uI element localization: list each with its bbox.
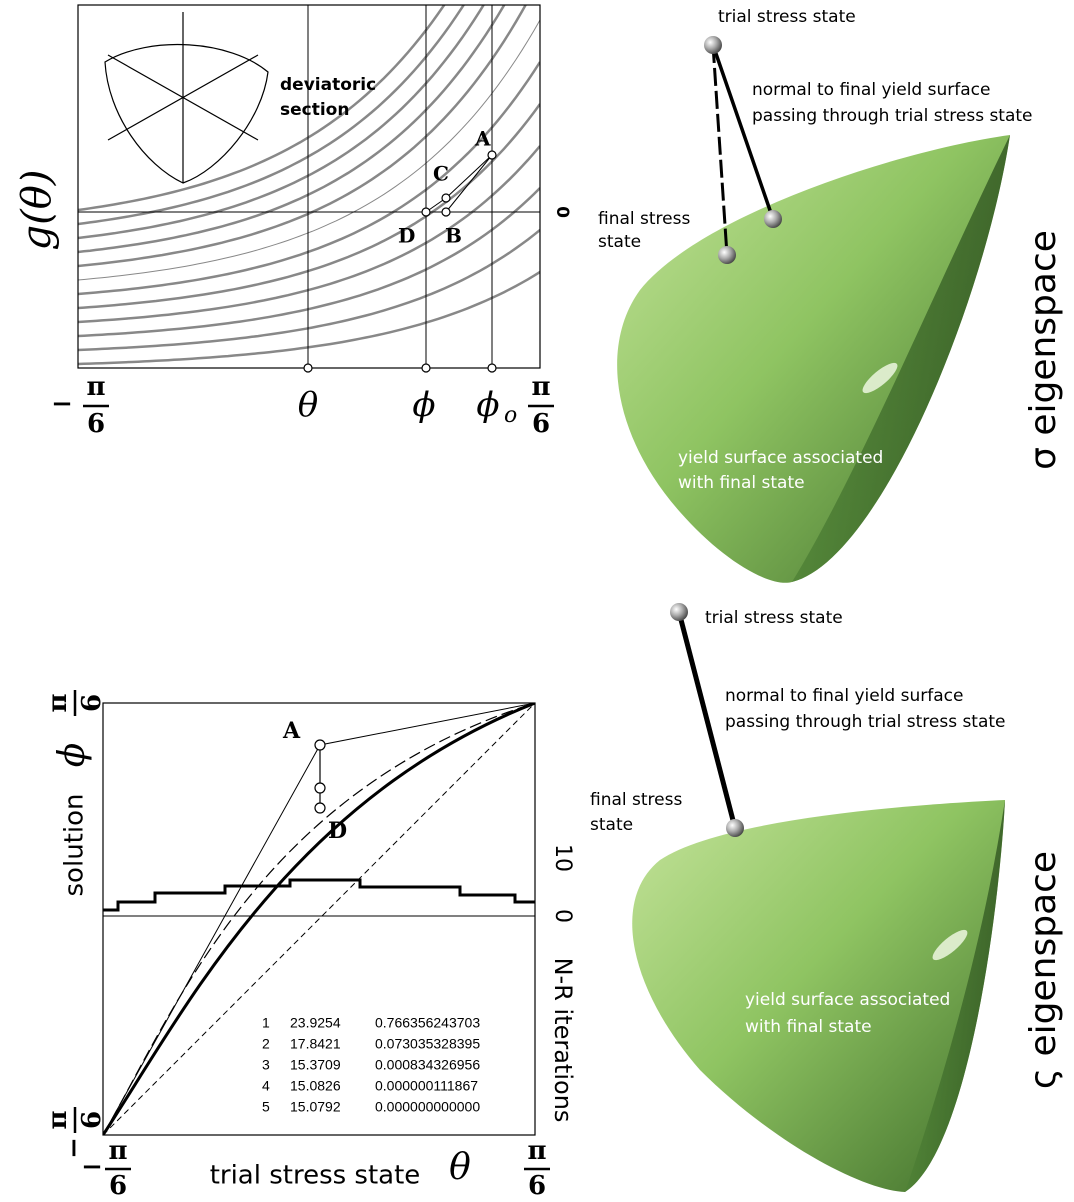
g-curve [78, 62, 540, 294]
tick-label: ϕ [412, 385, 435, 425]
y-label: solution [60, 794, 90, 897]
tick-den: 6 [528, 1171, 546, 1201]
tick-sign: − [51, 389, 73, 419]
deviatoric-inset [105, 12, 268, 183]
g-curve [78, 0, 540, 266]
right-label: N-R iterations [549, 958, 577, 1123]
x-symbol: θ [449, 1147, 471, 1188]
right-tick: 10 [550, 844, 575, 872]
annotation: passing through trial stress state [752, 106, 1033, 126]
annotation: yield surface associated [745, 990, 950, 1010]
tick-label: ϕ [476, 385, 499, 425]
point-label: B [445, 224, 462, 248]
figure: deviatoric section g(θ) 0 A C B D − π 6 … [0, 0, 1074, 1202]
zero-label: 0 [552, 206, 572, 218]
table-cell: 5 [262, 1099, 270, 1115]
annotation: with final state [745, 1017, 872, 1037]
stress-point [704, 36, 722, 54]
table-cell: 15.3709 [290, 1057, 341, 1073]
annotation: passing through trial stress state [725, 712, 1006, 732]
space-label: σ eigenspace [1023, 230, 1064, 470]
g-curve [78, 146, 540, 322]
g-curve [78, 104, 540, 308]
table-cell: 2 [262, 1036, 270, 1052]
stress-point [726, 819, 744, 837]
point-label: D [398, 224, 415, 248]
table-cell: 0.000000000000 [375, 1099, 480, 1115]
table-cell: 1 [262, 1015, 270, 1031]
tick-den: 6 [87, 409, 105, 439]
annotation: final stress [590, 790, 682, 810]
annotation: normal to final yield surface [752, 80, 990, 100]
tick-num: π [43, 693, 73, 712]
right-tick: 0 [550, 909, 575, 923]
tick-num: π [531, 372, 550, 402]
yield-surface [617, 135, 1010, 583]
inset-label: deviatoric [280, 75, 376, 95]
tick-den: 6 [109, 1171, 127, 1201]
table-cell: 0.000000111867 [375, 1078, 478, 1094]
tick-num: π [527, 1136, 546, 1166]
table-cell: 4 [262, 1078, 270, 1094]
table-cell: 0.000834326956 [375, 1057, 480, 1073]
annotation: trial stress state [718, 7, 856, 27]
tick-sub: o [504, 403, 517, 428]
stress-point [764, 210, 782, 228]
tick-num: π [43, 1110, 73, 1129]
tick-num: π [86, 372, 105, 402]
annotation: state [598, 232, 641, 252]
table-cell: 23.9254 [290, 1015, 341, 1031]
tick-den: 6 [77, 1111, 107, 1129]
table-cell: 15.0826 [290, 1078, 341, 1094]
annotation: yield surface associated [678, 448, 883, 468]
stress-point [718, 246, 736, 264]
g-curve [78, 188, 540, 336]
plot-frame [78, 5, 540, 368]
table-cell: 17.8421 [290, 1036, 341, 1052]
tick-label: θ [298, 385, 318, 425]
iteration-table: 1 23.9254 0.766356243703 2 17.8421 0.07303532… [262, 1015, 480, 1115]
table-cell: 0.766356243703 [375, 1015, 480, 1031]
tick-num: π [108, 1136, 127, 1166]
point-label: A [282, 718, 301, 744]
table-cell: 0.073035328395 [375, 1036, 480, 1052]
space-label: ς eigenspace [1023, 851, 1064, 1089]
point-label: C [433, 162, 449, 186]
point-label: A [474, 127, 491, 151]
annotation: with final state [678, 473, 805, 493]
inset-label: section [280, 100, 349, 120]
guides [78, 5, 540, 368]
y-symbol: ϕ [52, 743, 93, 768]
tick-den: 6 [532, 409, 550, 439]
point-label: D [328, 818, 347, 844]
annotation: trial stress state [705, 608, 843, 628]
annotation: final stress [598, 209, 690, 229]
annotation: normal to final yield surface [725, 686, 963, 706]
tick-den: 6 [77, 694, 107, 712]
stress-point [670, 603, 688, 621]
x-label: trial stress state [210, 1161, 421, 1191]
table-cell: 15.0792 [290, 1099, 341, 1115]
y-label: g(θ) [14, 170, 60, 251]
tick-sign: − [81, 1152, 103, 1182]
annotation: state [590, 815, 633, 835]
y-tick: π 6 [43, 690, 107, 716]
table-cell: 3 [262, 1057, 270, 1073]
